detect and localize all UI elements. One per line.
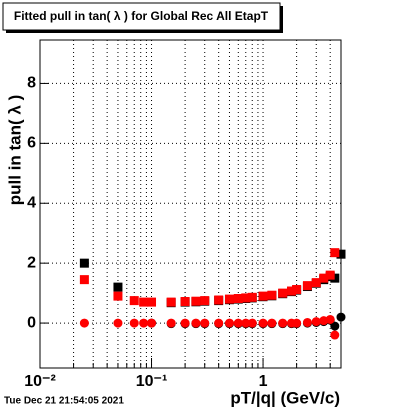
square-marker — [139, 297, 149, 307]
x-tick-label: 10⁻² — [24, 373, 56, 390]
y-axis-label: pull in tan( λ ) — [5, 95, 24, 206]
square-marker — [330, 273, 340, 283]
circle-marker — [129, 318, 139, 328]
square-marker — [180, 297, 190, 307]
timestamp: Tue Dec 21 21:54:05 2021 — [4, 396, 124, 407]
circle-marker — [166, 318, 176, 328]
circle-marker — [330, 330, 340, 340]
square-marker — [233, 294, 243, 304]
square-marker — [330, 248, 340, 258]
square-marker — [267, 290, 277, 300]
y-tick-label: 0 — [27, 314, 36, 331]
title-box — [2, 2, 281, 31]
circle-marker — [311, 317, 321, 327]
circle-marker — [302, 317, 312, 327]
square-marker — [311, 278, 321, 288]
circle-marker — [292, 318, 302, 328]
x-axis-label: pT/|q| (GeV/c) — [230, 388, 340, 407]
circle-marker — [214, 318, 224, 328]
y-tick-label: 8 — [27, 75, 36, 92]
square-marker — [319, 273, 329, 283]
square-marker — [224, 294, 234, 304]
circle-marker — [79, 318, 89, 328]
circle-marker — [147, 318, 157, 328]
circle-marker — [191, 318, 201, 328]
square-marker — [214, 295, 224, 305]
x-tick-label: 1 — [259, 373, 268, 390]
square-marker — [166, 297, 176, 307]
square-marker — [129, 296, 139, 306]
square-marker — [247, 292, 257, 302]
square-marker — [325, 270, 335, 280]
square-marker — [79, 258, 89, 268]
circle-marker — [336, 312, 346, 322]
circle-marker — [224, 318, 234, 328]
circle-marker — [139, 318, 149, 328]
square-marker — [113, 282, 123, 292]
circle-marker — [113, 318, 123, 328]
square-marker — [113, 291, 123, 301]
square-marker — [278, 288, 288, 298]
chart-title: Fitted pull in tan( λ ) for Global Rec A… — [14, 9, 269, 23]
circle-marker — [258, 318, 268, 328]
square-marker — [79, 275, 89, 285]
circle-marker — [325, 314, 335, 324]
circle-marker — [247, 318, 257, 328]
square-marker — [302, 281, 312, 291]
square-marker — [191, 296, 201, 306]
y-tick-label: 4 — [27, 194, 36, 211]
circle-marker — [180, 318, 190, 328]
square-marker — [241, 293, 251, 303]
circle-marker — [233, 318, 243, 328]
square-marker — [292, 285, 302, 295]
square-marker — [287, 286, 297, 296]
y-tick-label: 2 — [27, 254, 36, 271]
x-tick-label: 10⁻¹ — [136, 373, 168, 390]
square-marker — [200, 296, 210, 306]
circle-marker — [200, 318, 210, 328]
square-marker — [258, 291, 268, 301]
circle-marker — [267, 318, 277, 328]
y-tick-label: 6 — [27, 135, 36, 152]
circle-marker — [330, 321, 340, 331]
circle-marker — [241, 318, 251, 328]
circle-marker — [278, 318, 288, 328]
square-marker — [147, 297, 157, 307]
square-marker — [336, 249, 346, 259]
